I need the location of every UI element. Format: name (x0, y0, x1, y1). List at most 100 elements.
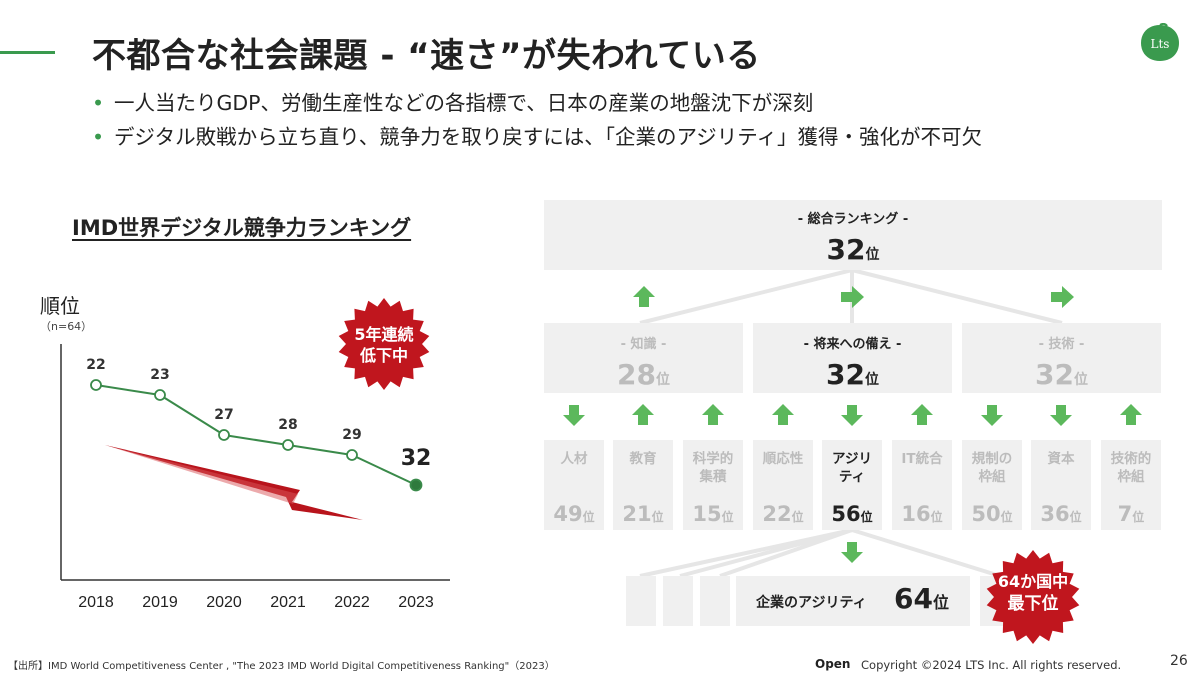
overall-ranking-box: - 総合ランキング - 32位 (544, 200, 1162, 270)
data-label: 23 (150, 367, 169, 383)
sub-factor-box: 規制の 枠組 50位 (962, 440, 1022, 530)
trend-arrow-up-icon (1120, 404, 1142, 425)
trend-arrow-down-icon (563, 405, 585, 426)
rank-suffix: 位 (865, 247, 880, 263)
rank-suffix: 位 (655, 372, 670, 388)
corporate-agility-rank: 64 (894, 582, 933, 615)
rank-suffix: 位 (721, 510, 734, 524)
data-point (154, 389, 166, 401)
bullet-item: 一人当たりGDP、労働生産性などの各指標で、日本の産業の地盤沈下が深刻 (92, 86, 982, 120)
decline-trend-arrow-shade (105, 445, 298, 504)
rank-suffix: 位 (932, 593, 949, 612)
data-point (90, 379, 102, 391)
sub-factor-rank: 36 (1040, 502, 1070, 526)
factor-rank: 32 (1035, 358, 1074, 391)
page-number: 26 (1170, 653, 1188, 669)
trend-arrow-up-icon (702, 404, 724, 425)
x-tick-label: 2019 (142, 594, 178, 611)
y-axis-sublabel: （n=64） (40, 320, 93, 333)
rank-suffix: 位 (651, 510, 664, 524)
trend-arrow-up-icon (633, 286, 655, 307)
sub-factor-box: 人材 49位 (544, 440, 604, 530)
ranking-title: IMD世界デジタル競争力ランキング (72, 216, 412, 240)
badge-line-2: 低下中 (359, 346, 408, 365)
badge-line-1: 64か国中 (998, 572, 1068, 591)
sub-factor-rank: 56 (831, 502, 861, 526)
stacked-card (698, 576, 730, 626)
sub-factor-rank: 16 (901, 502, 931, 526)
factor-caption: - 技術 - (1038, 337, 1085, 352)
sub-factor-label-line1: 教育 (629, 451, 657, 467)
rank-suffix: 位 (1132, 510, 1145, 524)
factor-caption: - 将来への備え - (803, 337, 902, 352)
data-label: 22 (86, 357, 105, 373)
sub-factor-label-line2: ティ (838, 469, 866, 485)
ranking-line-chart: 22 2018 23 2019 27 2020 28 2021 29 2022 32 2023 5年連… (60, 298, 450, 611)
last-place-badge: 64か国中 最下位 (986, 550, 1080, 644)
sub-factor-label-line2: 集積 (699, 469, 727, 485)
source-note: 【出所】IMD World Competitiveness Center , "… (8, 661, 555, 672)
x-tick-label: 2023 (398, 594, 434, 611)
lts-logo: Lts (1141, 23, 1179, 61)
accent-line (0, 51, 55, 54)
x-tick-label: 2021 (270, 594, 306, 611)
data-label: 27 (214, 407, 233, 423)
sub-factor-box: 科学的集積 15位 (683, 440, 743, 530)
sub-factor-label-line1: 規制の (971, 451, 1013, 467)
data-point (409, 478, 423, 492)
trend-arrow-right-icon (841, 286, 864, 308)
trend-arrow-down-icon (841, 542, 863, 563)
corporate-agility-label: 企業のアジリティ (756, 595, 867, 611)
last-place-badge-burst (986, 550, 1080, 644)
sub-factor-box: 資本 36位 (1031, 440, 1091, 530)
bullet-list: 一人当たりGDP、労働生産性などの各指標で、日本の産業の地盤沈下が深刻 デジタル… (92, 86, 982, 154)
factor-caption: - 知識 - (620, 337, 667, 352)
stacked-card (624, 576, 656, 626)
sub-factor-box: 順応性 22位 (753, 440, 813, 530)
factor-rank: 28 (617, 358, 656, 391)
rank-suffix: 位 (1073, 372, 1088, 388)
y-axis-label: 順位 (40, 294, 80, 318)
x-tick-label: 2018 (78, 594, 114, 611)
slide-title: 不都合な社会課題 - “速さ”が失われている (92, 36, 761, 76)
rank-suffix: 位 (860, 510, 873, 524)
classification-label: Open (815, 657, 851, 671)
data-point (346, 449, 358, 461)
sub-factor-box: アジリ ティ 56位 (822, 440, 882, 530)
sub-factor-label-line1: 科学的 (692, 451, 734, 467)
factor-box-future-readiness: - 将来への備え - 32位 (753, 323, 952, 393)
trend-arrow-down-icon (981, 405, 1003, 426)
sub-factor-label-line1: 人材 (560, 451, 588, 467)
trend-arrow-down-icon (1050, 405, 1072, 426)
bullet-item: デジタル敗戦から立ち直り、競争力を取り戻すには、「企業のアジリティ」獲得・強化が… (92, 120, 982, 154)
logo-text: Lts (1151, 37, 1170, 51)
copyright: Copyright ©2024 LTS Inc. All rights rese… (861, 658, 1122, 672)
factor-box-knowledge: - 知識 - 28位 (544, 323, 743, 393)
rank-suffix: 位 (864, 372, 879, 388)
data-label: 29 (342, 427, 361, 443)
sub-factor-rank: 49 (553, 502, 583, 526)
sub-factor-box: 教育 21位 (613, 440, 673, 530)
sub-factor-rank: 50 (971, 502, 1001, 526)
sub-factor-rank: 7 (1117, 502, 1133, 526)
data-label: 28 (278, 417, 297, 433)
data-label: 32 (401, 446, 432, 471)
sub-factor-rank: 15 (692, 502, 722, 526)
series-line (95, 384, 417, 486)
sub-factor-label-line1: 技術的 (1110, 451, 1152, 467)
sub-factor-label-line2: 枠組 (978, 469, 1006, 485)
factor-rank: 32 (826, 358, 865, 391)
rank-suffix: 位 (582, 510, 595, 524)
trend-arrow-up-icon (772, 404, 794, 425)
rank-suffix: 位 (1069, 510, 1082, 524)
trend-arrow-up-icon (911, 404, 933, 425)
x-tick-label: 2022 (334, 594, 370, 611)
data-point (282, 439, 294, 451)
sub-factor-label-line1: 順応性 (762, 451, 804, 467)
sub-factor-label-line1: IT統合 (901, 451, 943, 467)
trend-arrow-right-icon (1051, 286, 1074, 308)
rank-suffix: 位 (791, 510, 804, 524)
rank-suffix: 位 (930, 510, 943, 524)
sub-factor-box: 技術的 枠組 7位 (1101, 440, 1161, 530)
sub-factor-rank: 21 (622, 502, 652, 526)
